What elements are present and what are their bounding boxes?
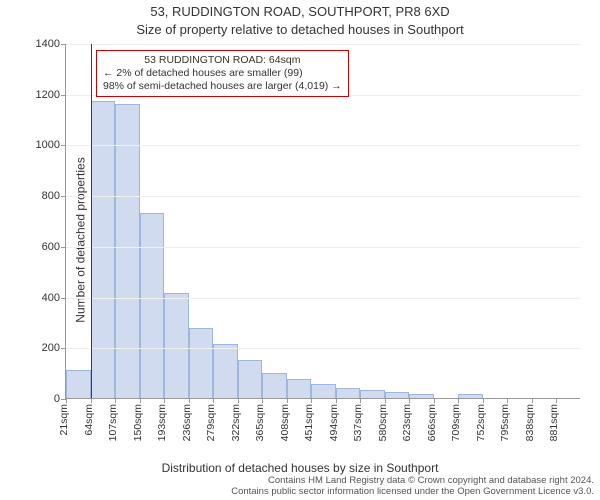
ytick-label: 600 [42, 241, 60, 253]
xtick-label: 451sqm [303, 404, 315, 441]
x-axis-label: Distribution of detached houses by size … [0, 461, 600, 475]
xtick-mark [213, 398, 214, 403]
xtick-label: 752sqm [475, 404, 487, 441]
plot-area: 020040060080010001200140021sqm64sqm107sq… [65, 44, 580, 399]
bar [385, 392, 410, 398]
ytick-label: 1400 [36, 38, 60, 50]
xtick-label: 279sqm [205, 404, 217, 441]
xtick-mark [287, 398, 288, 403]
xtick-label: 64sqm [83, 404, 95, 436]
ytick-label: 400 [42, 292, 60, 304]
bar [360, 390, 385, 398]
bar [213, 344, 238, 398]
ytick-mark [61, 247, 66, 248]
gridline [66, 298, 580, 299]
footer-line-2: Contains public sector information licen… [231, 487, 594, 498]
ytick-mark [61, 95, 66, 96]
xtick-label: 666sqm [426, 404, 438, 441]
xtick-label: 150sqm [132, 404, 144, 441]
ytick-label: 200 [42, 342, 60, 354]
annotation-line: ← 2% of detached houses are smaller (99) [103, 67, 342, 80]
gridline [66, 247, 580, 248]
xtick-label: 107sqm [107, 404, 119, 441]
xtick-mark [311, 398, 312, 403]
ytick-label: 1200 [36, 89, 60, 101]
annotation-line: 98% of semi-detached houses are larger (… [103, 80, 342, 93]
chart-title-main: 53, RUDDINGTON ROAD, SOUTHPORT, PR8 6XD [0, 4, 600, 19]
ytick-label: 1000 [36, 139, 60, 151]
gridline [66, 348, 580, 349]
ytick-mark [61, 44, 66, 45]
xtick-label: 322sqm [230, 404, 242, 441]
xtick-mark [115, 398, 116, 403]
xtick-mark [336, 398, 337, 403]
xtick-label: 795sqm [499, 404, 511, 441]
xtick-label: 838sqm [524, 404, 536, 441]
bar [336, 388, 361, 398]
bar [311, 384, 336, 398]
xtick-mark [140, 398, 141, 403]
xtick-label: 21sqm [58, 404, 70, 436]
xtick-mark [360, 398, 361, 403]
ytick-mark [61, 145, 66, 146]
bar [409, 394, 434, 398]
gridline [66, 44, 580, 45]
ytick-mark [61, 196, 66, 197]
xtick-mark [458, 398, 459, 403]
xtick-mark [189, 398, 190, 403]
ytick-label: 800 [42, 190, 60, 202]
xtick-mark [66, 398, 67, 403]
bar [238, 360, 263, 398]
xtick-label: 537sqm [352, 404, 364, 441]
annotation-line: 53 RUDDINGTON ROAD: 64sqm [103, 54, 342, 67]
xtick-label: 709sqm [450, 404, 462, 441]
marker-line [91, 44, 92, 398]
bar [115, 104, 140, 398]
xtick-mark [262, 398, 263, 403]
gridline [66, 145, 580, 146]
xtick-label: 623sqm [401, 404, 413, 441]
xtick-mark [434, 398, 435, 403]
annotation-box: 53 RUDDINGTON ROAD: 64sqm← 2% of detache… [96, 50, 349, 97]
bar [287, 379, 312, 398]
xtick-mark [556, 398, 557, 403]
xtick-mark [91, 398, 92, 403]
xtick-label: 236sqm [181, 404, 193, 441]
ytick-mark [61, 348, 66, 349]
xtick-label: 580sqm [377, 404, 389, 441]
bar [164, 293, 189, 398]
xtick-label: 193sqm [156, 404, 168, 441]
gridline [66, 196, 580, 197]
bar [458, 394, 483, 398]
xtick-mark [483, 398, 484, 403]
xtick-label: 494sqm [328, 404, 340, 441]
xtick-label: 408sqm [279, 404, 291, 441]
xtick-mark [507, 398, 508, 403]
xtick-mark [409, 398, 410, 403]
bar [66, 370, 91, 398]
xtick-label: 365sqm [254, 404, 266, 441]
chart-title-sub: Size of property relative to detached ho… [0, 22, 600, 37]
bar [189, 328, 214, 398]
xtick-mark [164, 398, 165, 403]
footer-attribution: Contains HM Land Registry data © Crown c… [231, 476, 594, 498]
bar [140, 213, 165, 398]
xtick-mark [238, 398, 239, 403]
xtick-mark [385, 398, 386, 403]
bar [262, 373, 287, 398]
xtick-mark [532, 398, 533, 403]
ytick-mark [61, 298, 66, 299]
xtick-label: 881sqm [548, 404, 560, 441]
